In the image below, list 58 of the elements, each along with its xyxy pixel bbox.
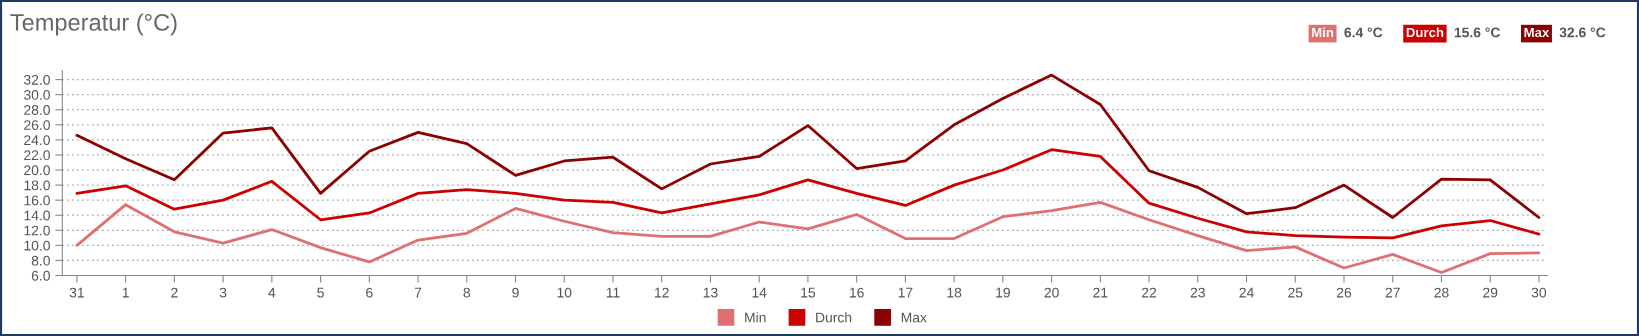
text: Min bbox=[1312, 27, 1334, 38]
text: Max bbox=[1524, 27, 1550, 38]
y-tick-label: 18.0 bbox=[24, 180, 50, 191]
y-tick-label: 12.0 bbox=[24, 225, 50, 236]
text: 6.4 °C bbox=[1344, 27, 1383, 38]
legend-label: Min bbox=[745, 312, 766, 323]
y-tick-label: 10.0 bbox=[24, 240, 50, 251]
x-tick-label: 28 bbox=[1434, 287, 1449, 298]
x-tick-label: 24 bbox=[1239, 287, 1254, 298]
x-tick-label: 5 bbox=[317, 287, 324, 298]
x-tick-label: 4 bbox=[268, 287, 276, 298]
x-tick-label: 27 bbox=[1385, 287, 1400, 298]
x-tick-label: 13 bbox=[703, 287, 718, 298]
x-tick-label: 9 bbox=[512, 287, 519, 298]
line-series bbox=[75, 201, 1541, 274]
line-series bbox=[75, 148, 1541, 240]
y-tick-label: 28.0 bbox=[24, 105, 50, 115]
y-tick-label: 16.0 bbox=[24, 195, 50, 206]
y-tick-label: 14.0 bbox=[24, 210, 50, 221]
x-tick-label: 15 bbox=[801, 287, 816, 298]
text: 15.6 °C bbox=[1454, 27, 1501, 38]
x-tick-label: 1 bbox=[122, 287, 129, 298]
x-tick-label: 18 bbox=[947, 287, 962, 298]
text: 32.6 °C bbox=[1559, 27, 1606, 38]
x-tick-label: 17 bbox=[898, 287, 913, 298]
x-tick-label: 11 bbox=[606, 287, 620, 298]
y-tick-label: 20.0 bbox=[24, 165, 50, 176]
x-tick-label: 10 bbox=[557, 287, 572, 298]
legend-label: Durch bbox=[816, 312, 852, 323]
y-tick-label: 6.0 bbox=[31, 270, 50, 281]
line-series bbox=[75, 73, 1541, 219]
y-tick-label: 30.0 bbox=[23, 90, 50, 100]
y-tick-label: 24.0 bbox=[24, 135, 50, 146]
x-tick-label: 7 bbox=[414, 287, 422, 298]
x-tick-label: 19 bbox=[996, 287, 1010, 298]
x-tick-label: 29 bbox=[1483, 287, 1498, 298]
x-tick-label: 30 bbox=[1531, 287, 1547, 298]
x-tick-label: 2 bbox=[171, 287, 178, 298]
x-tick-label: 23 bbox=[1190, 287, 1205, 298]
y-tick-label: 26.0 bbox=[24, 120, 50, 130]
x-tick-label: 6 bbox=[366, 287, 373, 298]
text: Durch bbox=[1406, 27, 1444, 38]
chart-title: Temperatur (°C) bbox=[10, 13, 177, 36]
x-tick-label: 26 bbox=[1336, 287, 1352, 298]
x-tick-label: 31 bbox=[69, 287, 84, 298]
y-tick-label: 22.0 bbox=[24, 150, 50, 161]
x-tick-label: 3 bbox=[219, 287, 227, 298]
x-tick-label: 16 bbox=[849, 287, 864, 298]
legend-label: Max bbox=[901, 312, 927, 323]
y-tick-label: 32.0 bbox=[23, 74, 50, 85]
x-tick-label: 22 bbox=[1142, 287, 1157, 298]
x-tick-label: 21 bbox=[1093, 287, 1108, 298]
y-tick-label: 8.0 bbox=[31, 255, 50, 266]
x-tick-label: 25 bbox=[1288, 287, 1303, 298]
x-tick-label: 12 bbox=[655, 287, 669, 298]
x-tick-label: 20 bbox=[1044, 287, 1059, 298]
x-tick-label: 14 bbox=[752, 287, 767, 298]
x-tick-label: 8 bbox=[463, 287, 471, 298]
